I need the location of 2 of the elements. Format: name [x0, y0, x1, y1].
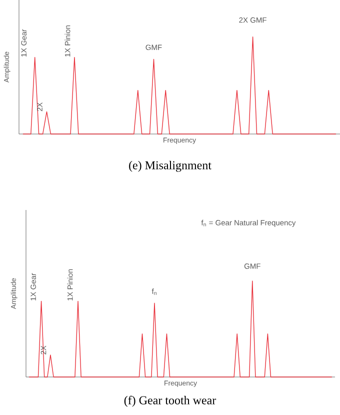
text: (e) Misalignment — [129, 160, 212, 172]
text: (f) Gear tooth wear — [124, 396, 216, 407]
